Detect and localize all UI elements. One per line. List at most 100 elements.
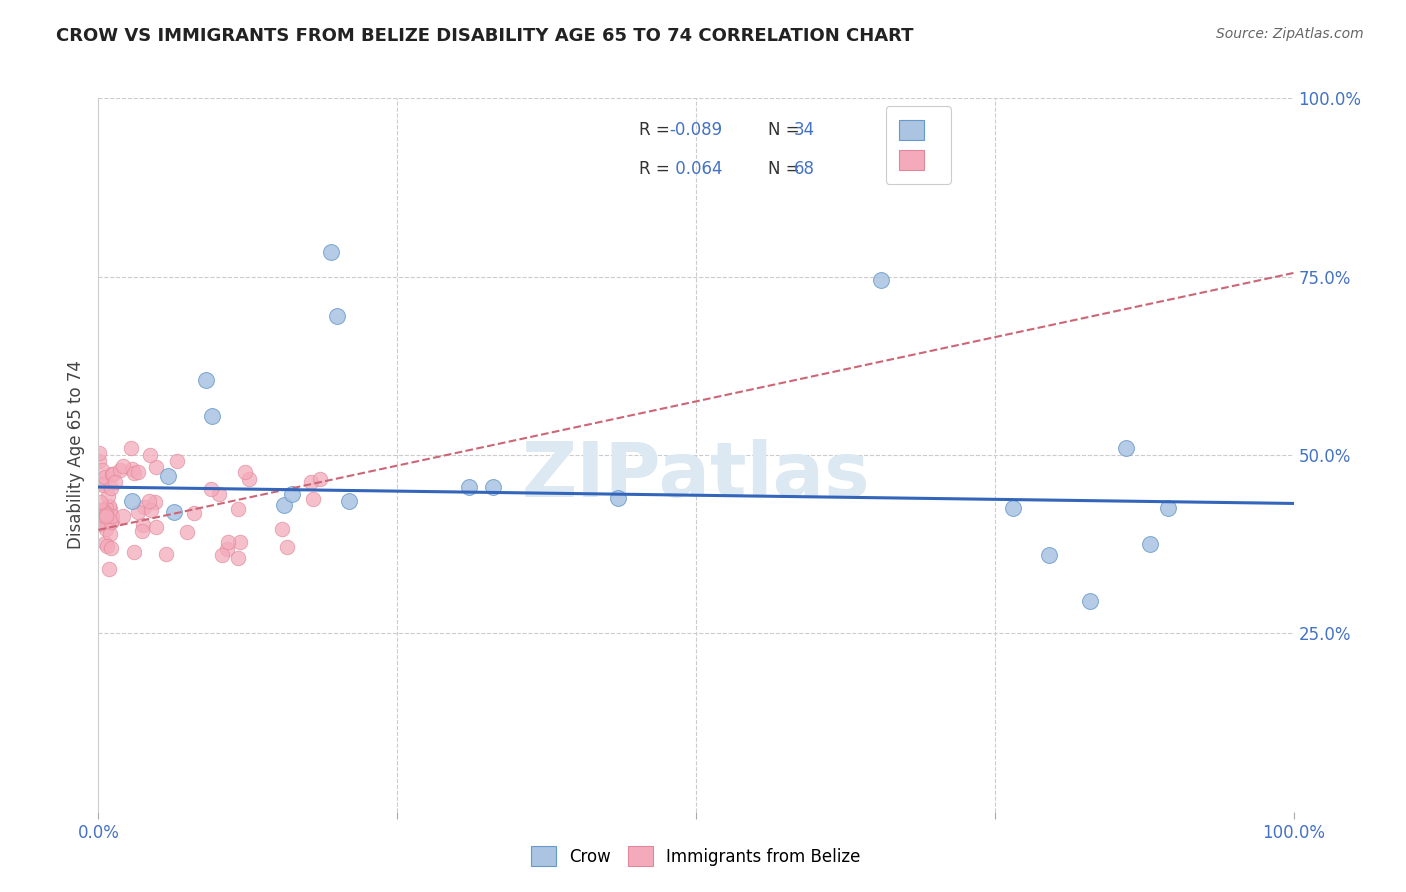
Text: R =: R = xyxy=(638,161,675,178)
Point xyxy=(273,498,295,512)
Point xyxy=(458,480,481,494)
Point xyxy=(481,480,505,494)
Point xyxy=(208,487,231,501)
Point xyxy=(226,551,249,566)
Point xyxy=(132,500,155,514)
Point xyxy=(195,373,218,387)
Point xyxy=(270,522,292,536)
Y-axis label: Disability Age 65 to 74: Disability Age 65 to 74 xyxy=(66,360,84,549)
Point xyxy=(155,547,177,561)
Point xyxy=(166,454,188,468)
Point xyxy=(1001,501,1024,516)
Point xyxy=(233,465,256,479)
Point xyxy=(139,503,162,517)
Point xyxy=(1157,501,1180,516)
Point xyxy=(321,244,343,259)
Point xyxy=(108,462,131,476)
Point xyxy=(217,534,239,549)
Point xyxy=(103,475,125,490)
Text: 34: 34 xyxy=(794,121,815,139)
Text: 0.064: 0.064 xyxy=(669,161,723,178)
Point xyxy=(145,459,167,474)
Point xyxy=(145,495,167,509)
Point xyxy=(94,469,117,483)
Text: ZIPatlas: ZIPatlas xyxy=(522,440,870,513)
Point xyxy=(90,503,112,517)
Text: R =: R = xyxy=(638,121,675,139)
Point xyxy=(145,520,167,534)
Point xyxy=(89,454,111,468)
Point xyxy=(124,544,146,558)
Point xyxy=(96,508,118,522)
Point xyxy=(93,504,115,518)
Point xyxy=(132,518,155,533)
Point xyxy=(176,524,198,539)
Point xyxy=(131,524,153,538)
Text: N =: N = xyxy=(768,121,804,139)
Point xyxy=(94,508,117,523)
Text: 68: 68 xyxy=(794,161,815,178)
Point xyxy=(94,500,117,515)
Point xyxy=(326,309,349,323)
Point xyxy=(97,489,120,503)
Point xyxy=(90,508,112,522)
Point xyxy=(112,459,135,474)
Point xyxy=(281,487,304,501)
Point xyxy=(139,448,162,462)
Legend: Crow, Immigrants from Belize: Crow, Immigrants from Belize xyxy=(523,838,869,875)
Point xyxy=(299,475,322,490)
Point xyxy=(226,501,249,516)
Point xyxy=(101,467,124,481)
Point xyxy=(112,508,135,523)
Point xyxy=(121,494,143,508)
Point xyxy=(127,504,149,518)
Point xyxy=(94,515,117,529)
Point xyxy=(870,273,893,287)
Point xyxy=(138,493,160,508)
Point xyxy=(100,509,122,524)
Point xyxy=(1038,548,1060,562)
Point xyxy=(122,466,145,480)
Point xyxy=(93,536,115,550)
Point xyxy=(100,481,122,495)
Point xyxy=(94,522,117,536)
Point xyxy=(156,469,179,483)
Point xyxy=(238,472,260,486)
Text: Source: ZipAtlas.com: Source: ZipAtlas.com xyxy=(1216,27,1364,41)
Point xyxy=(1139,537,1161,551)
Point xyxy=(200,482,222,496)
Point xyxy=(1080,594,1102,608)
Point xyxy=(276,540,298,554)
Point xyxy=(215,542,238,557)
Point xyxy=(120,442,142,456)
Point xyxy=(201,409,224,423)
Point xyxy=(607,491,630,505)
Point xyxy=(101,467,124,481)
Point xyxy=(96,539,118,553)
Point xyxy=(89,495,111,509)
Point xyxy=(98,562,121,576)
Point xyxy=(87,445,110,459)
Text: -0.089: -0.089 xyxy=(669,121,723,139)
Point xyxy=(163,505,186,519)
Point xyxy=(183,506,205,520)
Point xyxy=(302,492,325,507)
Point xyxy=(101,514,124,528)
Point xyxy=(91,463,114,477)
Point xyxy=(100,541,122,555)
Point xyxy=(89,476,111,491)
Point xyxy=(97,499,120,513)
Point xyxy=(121,462,143,476)
Point xyxy=(309,472,332,486)
Text: N =: N = xyxy=(768,161,804,178)
Point xyxy=(98,502,121,516)
Point xyxy=(127,465,149,479)
Point xyxy=(100,515,122,529)
Point xyxy=(211,548,233,562)
Text: CROW VS IMMIGRANTS FROM BELIZE DISABILITY AGE 65 TO 74 CORRELATION CHART: CROW VS IMMIGRANTS FROM BELIZE DISABILIT… xyxy=(56,27,914,45)
Point xyxy=(89,516,111,531)
Point xyxy=(339,494,361,508)
Point xyxy=(1115,441,1137,455)
Point xyxy=(98,526,121,541)
Point xyxy=(91,477,114,491)
